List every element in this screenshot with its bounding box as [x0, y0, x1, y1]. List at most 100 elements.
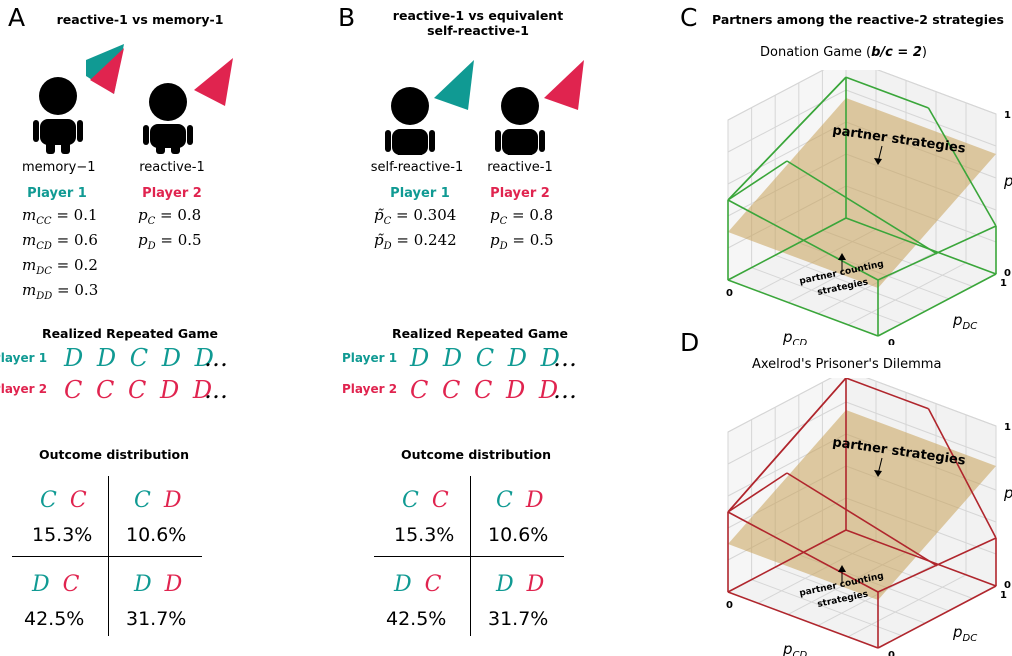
- seq-ellipsis: …: [204, 376, 231, 404]
- grid-line: [727, 70, 825, 121]
- outcome-player1-action: D: [134, 572, 155, 597]
- grid-line: [845, 401, 997, 459]
- player2-type: reactive-1: [139, 160, 205, 175]
- outcome-pair: C C: [402, 488, 452, 513]
- polytope-edge: [877, 585, 997, 649]
- param-symbol: p: [490, 206, 500, 224]
- grid-line: [865, 378, 997, 427]
- outcome-player1-action: D: [32, 572, 53, 597]
- counting-strategies-plane: [728, 410, 996, 600]
- param-line: p̃D = 0.242: [374, 231, 457, 252]
- outcome-horizontal-divider: [12, 556, 202, 557]
- player1-params: mCC = 0.1 mCD = 0.6 mDC = 0.2 mDD = 0.3: [22, 206, 98, 306]
- outcome-player1-action: D: [394, 572, 415, 597]
- panel-b-title-line1: reactive-1 vs equivalent: [392, 8, 564, 23]
- param-subscript: CD: [36, 241, 52, 252]
- param-line: pC = 0.8: [138, 206, 202, 227]
- polytope-edge: [727, 378, 847, 513]
- param-subscript: D: [499, 241, 508, 252]
- annotation-arrowhead: [838, 565, 846, 572]
- param-value: 0.8: [529, 206, 554, 224]
- polytope-edge: [727, 199, 879, 281]
- param-line: mDD = 0.3: [22, 281, 99, 302]
- panel-b-player-icons: [385, 60, 584, 155]
- param-line: mCD = 0.6: [22, 231, 98, 252]
- outcome-percentage: 31.7%: [126, 608, 187, 630]
- x-axis-label: pCD: [782, 328, 808, 345]
- seq-ellipsis: …: [553, 344, 580, 372]
- subtitle-ratio: b/c = 2: [871, 45, 922, 60]
- param-subscript: D: [383, 241, 392, 252]
- seq-player2: C C C D D: [410, 376, 562, 404]
- panel-c-3d-plot: 010101pCDpDCpDDpartner strategiespartner…: [726, 70, 1012, 345]
- annotation-arrowhead: [874, 158, 882, 165]
- param-value: 0.2: [74, 256, 98, 274]
- param-value: 0.242: [413, 231, 457, 249]
- outcome-pair: D C: [32, 572, 82, 597]
- grid-line: [727, 89, 847, 153]
- seq-player2-label: Player 2: [0, 382, 48, 396]
- outcome-percentage: 42.5%: [24, 608, 85, 630]
- polytope-edge: [727, 279, 879, 337]
- flag-icon: [90, 48, 124, 94]
- seq-ellipsis: …: [553, 376, 580, 404]
- param-value: 0.304: [413, 206, 457, 224]
- polytope-edge: [727, 511, 879, 593]
- annotation-arrowhead: [838, 253, 846, 260]
- outcome-player2-action: D: [526, 572, 548, 597]
- polytope-edge: [845, 217, 997, 275]
- panel-b-title-line2: self-reactive-1: [427, 23, 529, 38]
- param-value: 0.1: [73, 206, 98, 224]
- polytope-edge: [786, 472, 938, 567]
- grid-line: [775, 566, 926, 624]
- seq-player2: C C C D D: [64, 376, 216, 404]
- param-symbol: p: [490, 231, 500, 249]
- polytope-edge: [845, 529, 997, 587]
- outcome-title: Outcome distribution: [400, 447, 552, 462]
- polytope-edge: [786, 160, 938, 255]
- param-symbol: m: [22, 281, 37, 299]
- player1-label: Player 1: [390, 186, 450, 201]
- subtitle-prefix: Donation Game (: [760, 45, 872, 60]
- panel-a-player-icons: [33, 44, 233, 154]
- param-subscript: C: [499, 216, 508, 227]
- param-symbol: p: [138, 206, 148, 224]
- grid-line: [847, 574, 967, 638]
- param-line: mDC = 0.2: [22, 256, 98, 277]
- y-axis-label: pDC: [952, 623, 977, 644]
- polytope-edge: [877, 273, 997, 337]
- panel-c-letter: C: [680, 3, 698, 32]
- param-symbol: m: [22, 231, 37, 249]
- player1-params: p̃C = 0.304 p̃D = 0.242: [374, 206, 457, 256]
- player2-params: pC = 0.8 pD = 0.5: [490, 206, 554, 256]
- player2-type: reactive-1: [487, 160, 553, 175]
- param-symbol: m: [22, 256, 37, 274]
- flag-icon: [434, 60, 474, 110]
- param-symbol: p̃: [374, 231, 384, 249]
- person-icon: [495, 87, 545, 155]
- z-tick-1: 1: [1004, 110, 1011, 121]
- outcome-percentage: 15.3%: [394, 524, 455, 546]
- player1-label: Player 1: [27, 186, 87, 201]
- grid-line: [845, 89, 997, 147]
- seq-player2-label: Player 2: [342, 382, 398, 396]
- param-subscript: D: [147, 241, 156, 252]
- outcome-pair: D D: [496, 572, 547, 597]
- param-value: 0.5: [177, 231, 202, 249]
- outcome-player1-action: C: [496, 488, 516, 513]
- param-symbol: p̃: [374, 206, 384, 224]
- panel-b-title: reactive-1 vs equivalent self-reactive-1: [368, 8, 588, 38]
- seq-player1: D D C D D: [64, 344, 217, 372]
- grid-line: [727, 401, 847, 465]
- person-icon: [385, 87, 435, 155]
- param-subscript: DD: [36, 291, 53, 302]
- param-line: mCC = 0.1: [22, 206, 98, 227]
- z-axis-label: pDD: [1003, 484, 1012, 505]
- person-icon: [33, 77, 83, 154]
- polytope-edge: [845, 76, 929, 109]
- param-symbol: m: [22, 206, 37, 224]
- grid-line: [775, 254, 926, 312]
- outcome-percentage: 10.6%: [488, 524, 549, 546]
- param-value: 0.6: [74, 231, 98, 249]
- player2-params: pC = 0.8 pD = 0.5: [138, 206, 202, 256]
